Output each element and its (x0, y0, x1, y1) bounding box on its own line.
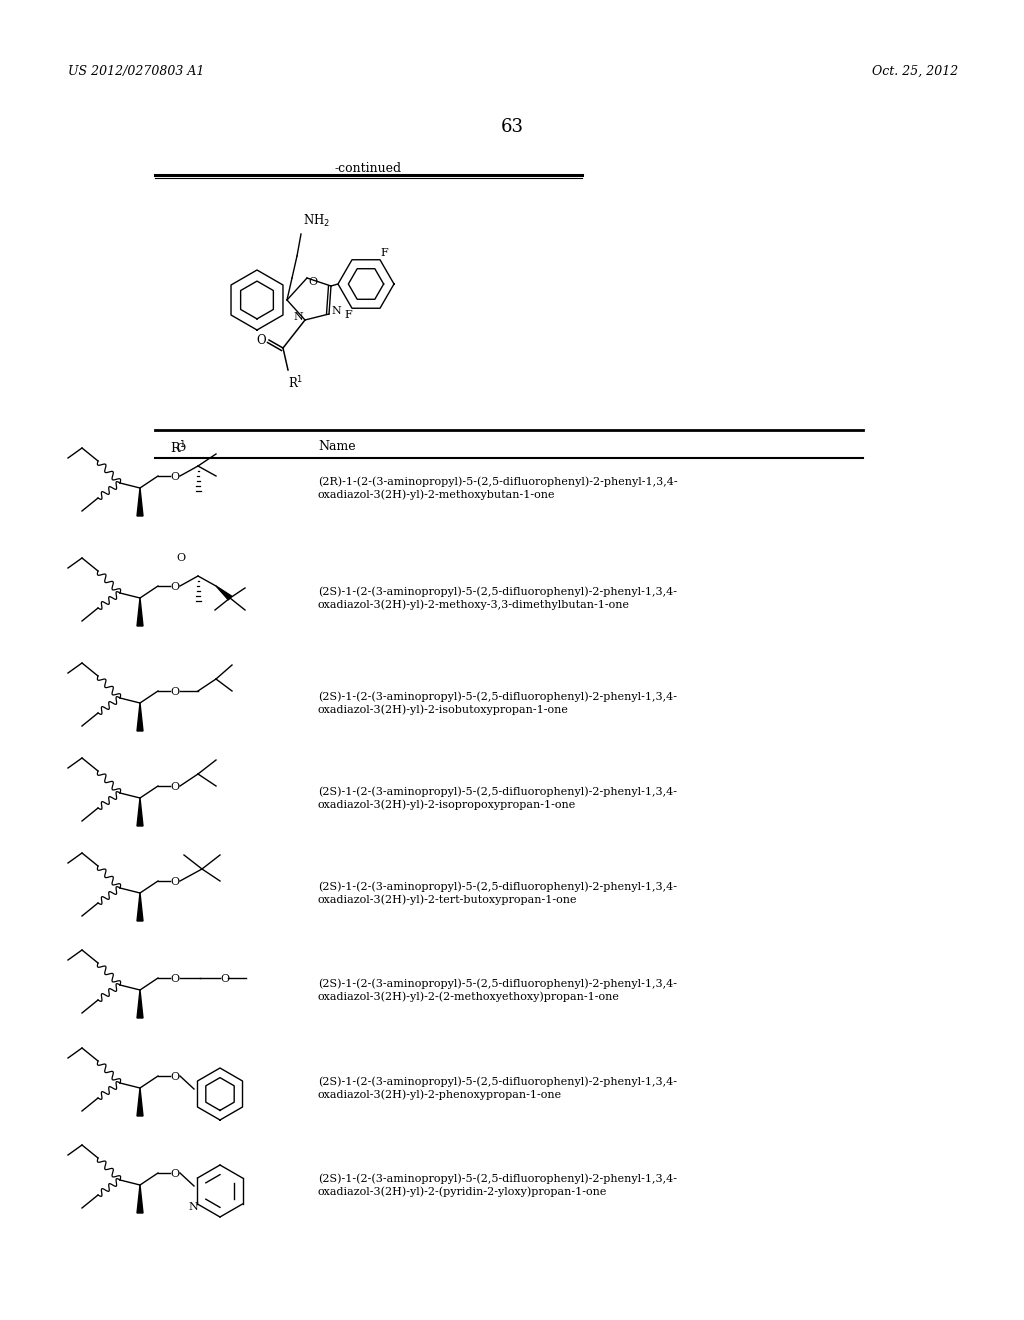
Text: O: O (170, 876, 179, 887)
Text: (2S)-1-(2-(3-aminopropyl)-5-(2,5-difluorophenyl)-2-phenyl-1,3,4-: (2S)-1-(2-(3-aminopropyl)-5-(2,5-difluor… (318, 1076, 677, 1086)
Text: O: O (170, 1072, 179, 1082)
Polygon shape (137, 598, 143, 626)
Text: (2S)-1-(2-(3-aminopropyl)-5-(2,5-difluorophenyl)-2-phenyl-1,3,4-: (2S)-1-(2-(3-aminopropyl)-5-(2,5-difluor… (318, 880, 677, 891)
Text: (2S)-1-(2-(3-aminopropyl)-5-(2,5-difluorophenyl)-2-phenyl-1,3,4-: (2S)-1-(2-(3-aminopropyl)-5-(2,5-difluor… (318, 690, 677, 701)
Text: O: O (170, 974, 179, 983)
Text: N: N (331, 306, 341, 315)
Text: N: N (188, 1201, 198, 1212)
Text: F: F (380, 248, 388, 257)
Text: Name: Name (318, 440, 355, 453)
Text: oxadiazol-3(2H)-yl)-2-(pyridin-2-yloxy)propan-1-one: oxadiazol-3(2H)-yl)-2-(pyridin-2-yloxy)p… (318, 1185, 607, 1196)
Text: oxadiazol-3(2H)-yl)-2-isobutoxypropan-1-one: oxadiazol-3(2H)-yl)-2-isobutoxypropan-1-… (318, 704, 569, 714)
Text: O: O (170, 781, 179, 792)
Text: F: F (344, 310, 352, 321)
Text: R$^1$: R$^1$ (288, 375, 303, 392)
Text: N: N (293, 312, 303, 322)
Text: (2R)-1-(2-(3-aminopropyl)-5-(2,5-difluorophenyl)-2-phenyl-1,3,4-: (2R)-1-(2-(3-aminopropyl)-5-(2,5-difluor… (318, 477, 678, 487)
Text: oxadiazol-3(2H)-yl)-2-tert-butoxypropan-1-one: oxadiazol-3(2H)-yl)-2-tert-butoxypropan-… (318, 894, 578, 904)
Polygon shape (137, 488, 143, 516)
Polygon shape (137, 704, 143, 731)
Text: (2S)-1-(2-(3-aminopropyl)-5-(2,5-difluorophenyl)-2-phenyl-1,3,4-: (2S)-1-(2-(3-aminopropyl)-5-(2,5-difluor… (318, 1173, 677, 1184)
Text: O: O (176, 444, 185, 453)
Text: oxadiazol-3(2H)-yl)-2-methoxy-3,3-dimethylbutan-1-one: oxadiazol-3(2H)-yl)-2-methoxy-3,3-dimeth… (318, 599, 630, 610)
Text: -continued: -continued (335, 162, 401, 176)
Text: oxadiazol-3(2H)-yl)-2-methoxybutan-1-one: oxadiazol-3(2H)-yl)-2-methoxybutan-1-one (318, 488, 555, 499)
Text: oxadiazol-3(2H)-yl)-2-isopropoxypropan-1-one: oxadiazol-3(2H)-yl)-2-isopropoxypropan-1… (318, 799, 577, 809)
Polygon shape (137, 799, 143, 826)
Polygon shape (137, 894, 143, 921)
Polygon shape (137, 1088, 143, 1115)
Text: O: O (170, 1170, 179, 1179)
Text: US 2012/0270803 A1: US 2012/0270803 A1 (68, 65, 205, 78)
Text: 63: 63 (501, 117, 523, 136)
Text: Oct. 25, 2012: Oct. 25, 2012 (871, 65, 958, 78)
Text: (2S)-1-(2-(3-aminopropyl)-5-(2,5-difluorophenyl)-2-phenyl-1,3,4-: (2S)-1-(2-(3-aminopropyl)-5-(2,5-difluor… (318, 785, 677, 796)
Text: oxadiazol-3(2H)-yl)-2-phenoxypropan-1-one: oxadiazol-3(2H)-yl)-2-phenoxypropan-1-on… (318, 1089, 562, 1100)
Text: O: O (170, 582, 179, 591)
Text: (2S)-1-(2-(3-aminopropyl)-5-(2,5-difluorophenyl)-2-phenyl-1,3,4-: (2S)-1-(2-(3-aminopropyl)-5-(2,5-difluor… (318, 586, 677, 597)
Polygon shape (216, 586, 231, 599)
Text: oxadiazol-3(2H)-yl)-2-(2-methoxyethoxy)propan-1-one: oxadiazol-3(2H)-yl)-2-(2-methoxyethoxy)p… (318, 991, 620, 1002)
Text: O: O (176, 553, 185, 564)
Polygon shape (137, 990, 143, 1018)
Text: R$^1$: R$^1$ (170, 440, 186, 457)
Text: NH$_2$: NH$_2$ (303, 213, 330, 228)
Text: O: O (170, 686, 179, 697)
Text: O: O (170, 473, 179, 482)
Text: (2S)-1-(2-(3-aminopropyl)-5-(2,5-difluorophenyl)-2-phenyl-1,3,4-: (2S)-1-(2-(3-aminopropyl)-5-(2,5-difluor… (318, 978, 677, 989)
Text: O: O (256, 334, 266, 346)
Polygon shape (137, 1185, 143, 1213)
Text: O: O (308, 277, 317, 286)
Text: O: O (220, 974, 229, 983)
